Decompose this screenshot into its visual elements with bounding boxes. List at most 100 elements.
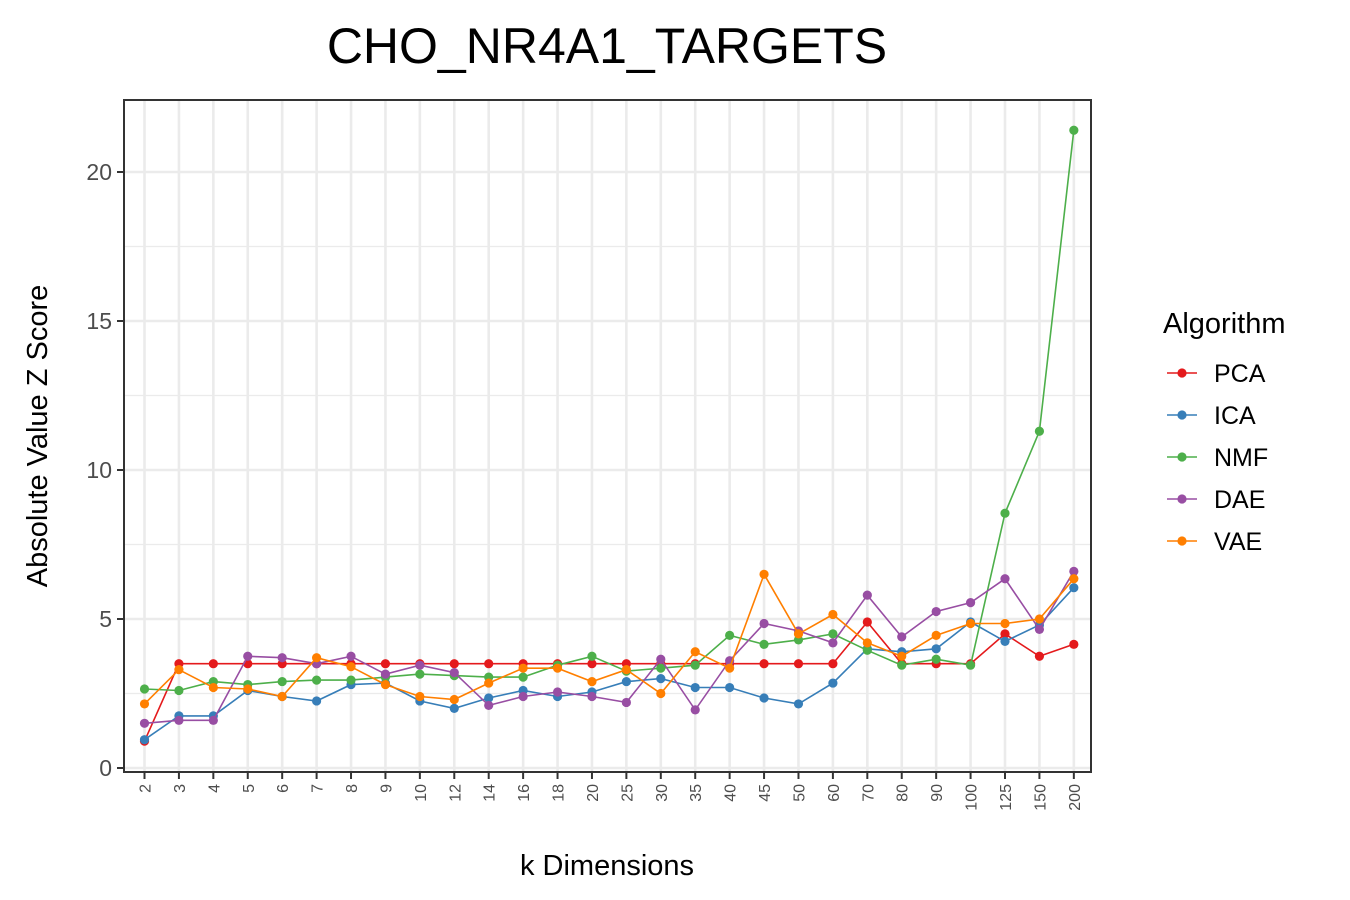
data-point [931,630,941,640]
data-point [380,669,391,679]
data-point [312,675,322,685]
data-point [484,700,494,711]
data-point [862,590,872,600]
x-tick-label: 35 [688,784,705,802]
x-axis-title: k Dimensions [520,850,694,882]
data-point [1000,618,1010,629]
data-point [380,679,391,690]
legend-label: NMF [1214,444,1268,472]
data-point [1000,629,1010,639]
data-point [828,659,838,669]
legend-item-ica: ICA [1167,402,1256,430]
data-point [449,659,459,669]
data-point [931,644,941,654]
data-point [725,663,735,673]
data-point [1000,574,1010,584]
legend: Algorithm PCA ICA NMF DAE VAE [1163,308,1286,556]
data-point [139,699,150,709]
data-point [621,676,631,687]
data-point [1000,508,1010,518]
x-tick-label: 10 [413,784,430,802]
data-point [449,668,459,678]
series-line [144,130,1075,692]
data-point [484,693,494,703]
x-tick-label: 200 [1067,784,1084,811]
data-point [1034,614,1045,624]
plot-background [124,100,1091,772]
data-point [656,688,666,699]
data-point [656,654,666,664]
data-point [793,699,804,709]
x-tick-label: 9 [378,784,395,793]
data-point [1034,426,1045,436]
x-tick-label: 125 [998,784,1015,811]
data-point [793,629,804,639]
data-point [174,715,184,725]
data-point [587,676,597,687]
data-point [759,659,769,669]
data-point [587,651,597,661]
data-point [759,618,769,629]
x-tick-label: 25 [619,784,636,802]
data-point [759,639,769,649]
data-point [208,715,218,725]
series-layer [139,125,1079,746]
data-point [828,609,838,620]
x-tick-label: 150 [1032,784,1049,811]
plot-border [123,99,1092,773]
data-point [897,660,907,670]
legend-label: DAE [1214,486,1265,514]
data-point [484,659,494,669]
x-tick-label: 20 [585,784,602,802]
data-point [1069,125,1079,135]
legend-title: Algorithm [1163,308,1286,340]
x-tick-label: 4 [206,784,223,793]
data-point [518,691,528,702]
legend-item-vae: VAE [1167,528,1262,556]
y-tick-label: 0 [99,755,112,781]
y-tick-label: 5 [99,606,112,632]
data-point [828,629,838,639]
data-point [449,703,459,714]
data-point [793,659,804,669]
data-point [965,660,976,670]
data-point [862,617,872,627]
legend-item-pca: PCA [1167,360,1266,388]
data-point [656,663,666,673]
data-point [897,632,907,642]
data-point [862,645,872,655]
data-point [277,676,287,687]
series-line [144,570,1075,725]
data-point [897,651,907,661]
x-tick-label: 30 [654,784,671,802]
data-point [312,696,322,706]
legend-label: ICA [1214,402,1256,430]
data-point [346,675,356,685]
data-point [139,684,150,694]
chart-title: CHO_NR4A1_TARGETS [327,18,887,74]
x-tick-label: 5 [241,784,258,793]
x-tick-label: 6 [275,784,292,793]
x-tick-label: 80 [895,784,912,802]
legend-label: PCA [1214,360,1266,388]
x-tick-label: 40 [723,784,740,802]
data-point [828,638,838,648]
x-tick-label: 100 [964,784,981,811]
y-axis: 0 5 10 15 20 [86,159,124,781]
data-point [621,697,631,708]
data-point [1069,639,1079,649]
data-point [277,653,287,663]
data-point [656,674,666,684]
x-tick-label: 90 [929,784,946,802]
x-tick-label: 12 [447,784,464,802]
x-tick-label: 3 [172,784,189,793]
legend-key-point [1177,494,1187,504]
x-tick-label: 16 [516,784,533,802]
data-point [380,659,391,669]
data-point [208,682,218,693]
x-tick-label: 18 [551,784,568,802]
data-point [1000,636,1010,646]
data-point [931,654,941,664]
data-point [725,630,735,640]
